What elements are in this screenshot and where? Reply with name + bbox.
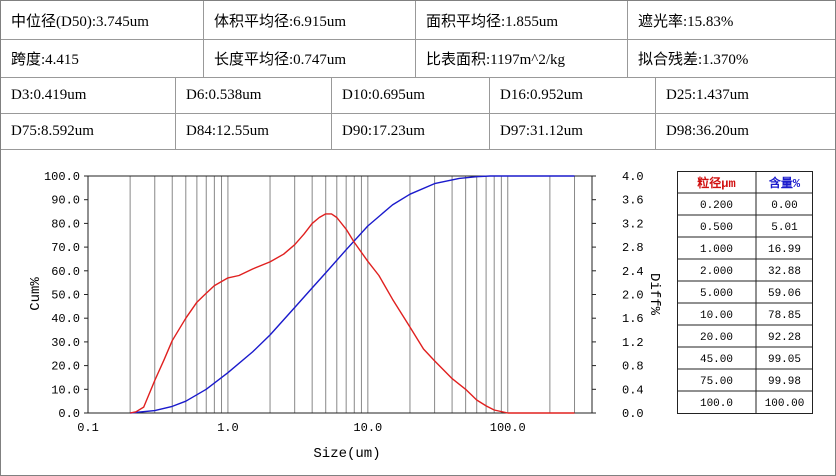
d97-cell: D97:31.12um	[489, 114, 655, 149]
span-cell: 跨度:4.415	[11, 52, 79, 68]
plot-frame	[87, 175, 593, 414]
summary-row-1: 中位径(D50):3.745um 体积平均径:6.915um 面积平均径:1.8…	[1, 1, 835, 40]
length-mean-cell: 长度平均径:0.747um	[203, 40, 415, 77]
y-tick-label: 90.0	[51, 194, 80, 208]
table-cell-size: 0.200	[700, 200, 733, 212]
table-cell-size: 2.000	[700, 266, 733, 278]
y-axis-title: Cum%	[28, 277, 44, 311]
table-cell-content: 16.99	[768, 244, 801, 256]
table-cell-content: 32.88	[768, 266, 801, 278]
y-tick-label: 30.0	[51, 336, 80, 350]
y2-tick-label: 1.6	[622, 312, 644, 326]
table-cell-size: 75.00	[700, 376, 733, 388]
y-tick-label: 80.0	[51, 217, 80, 231]
y2-tick-label: 2.4	[622, 265, 644, 279]
area-mean-cell: 面积平均径:1.855um	[415, 1, 627, 39]
y2-tick-label: 0.8	[622, 360, 644, 374]
y2-tick-label: 0.0	[622, 407, 644, 421]
table-cell-size: 0.500	[700, 222, 733, 234]
y2-tick-label: 4.0	[622, 170, 644, 184]
summary-row-2: 跨度:4.415 长度平均径:0.747um 比表面积:1197m^2/kg 拟…	[1, 40, 835, 78]
y-tick-label: 60.0	[51, 265, 80, 279]
d98-cell: D98:36.20um	[655, 114, 835, 149]
d90-cell: D90:17.23um	[331, 114, 489, 149]
table-cell-size: 20.00	[700, 332, 733, 344]
y2-tick-label: 1.2	[622, 336, 644, 350]
size-content-table: 粒径μm 含量% 0.200 0.00 0.500 5.01 1.000 16.99 2.000…	[677, 171, 813, 414]
series-layer	[129, 175, 575, 414]
y-tick-label: 40.0	[51, 312, 80, 326]
d84-cell: D84:12.55um	[175, 114, 331, 149]
table-cell-content: 92.28	[768, 332, 801, 344]
y-tick-label: 0.0	[58, 407, 80, 421]
tick-layer: 0.0 10.0 20.0 30.0 40.0 50.0 60.0 70.0 80.0 90.0 1…	[44, 170, 644, 435]
y2-tick-label: 0.4	[622, 383, 644, 397]
table-cell-size: 10.00	[700, 310, 733, 322]
d50-cell: 中位径(D50):3.745um	[11, 13, 149, 30]
table-cell-size: 5.000	[700, 288, 733, 300]
obscuration-cell: 遮光率:15.83%	[627, 1, 835, 39]
x-tick-label: 100.0	[490, 421, 526, 435]
table-cell-content: 59.06	[768, 288, 801, 300]
d6-cell: D6:0.538um	[175, 78, 331, 113]
differential-series-line	[129, 213, 575, 414]
table-cell-size: 1.000	[700, 244, 733, 256]
particle-size-chart: 0.0 10.0 20.0 30.0 40.0 50.0 60.0 70.0 80.0 90.0 1…	[28, 170, 662, 462]
residual-cell: 拟合残差:1.370%	[627, 40, 835, 77]
y2-tick-label: 2.0	[622, 289, 644, 303]
table-header-content: 含量%	[769, 175, 801, 191]
y-tick-label: 10.0	[51, 383, 80, 397]
grid-layer	[129, 176, 576, 413]
y2-tick-label: 3.6	[622, 194, 644, 208]
table-cell-content: 99.98	[768, 376, 801, 388]
y2-tick-label: 3.2	[622, 217, 644, 231]
y-tick-label: 70.0	[51, 241, 80, 255]
y-tick-label: 20.0	[51, 360, 80, 374]
table-cell-size: 100.0	[700, 398, 733, 410]
y2-tick-label: 2.8	[622, 241, 644, 255]
x-axis-title: Size(um)	[313, 446, 380, 462]
volume-mean-cell: 体积平均径:6.915um	[203, 1, 415, 39]
y-tick-label: 100.0	[44, 170, 80, 184]
table-cell-content: 100.00	[765, 398, 805, 410]
x-tick-label: 0.1	[77, 421, 99, 435]
d-values-row-2: D75:8.592um D84:12.55um D90:17.23um D97:…	[1, 114, 835, 150]
table-cell-content: 99.05	[768, 354, 801, 366]
y-tick-label: 50.0	[51, 289, 80, 303]
specific-surface-cell: 比表面积:1197m^2/kg	[415, 40, 627, 77]
d25-cell: D25:1.437um	[655, 78, 835, 113]
table-cell-content: 5.01	[771, 222, 798, 234]
y2-axis-title: Diff%	[646, 273, 662, 316]
d-values-row-1: D3:0.419um D6:0.538um D10:0.695um D16:0.…	[1, 78, 835, 114]
table-cell-size: 45.00	[700, 354, 733, 366]
d10-cell: D10:0.695um	[331, 78, 489, 113]
d75-cell: D75:8.592um	[11, 123, 94, 139]
cumulative-series-line	[130, 175, 575, 414]
x-tick-label: 10.0	[353, 421, 382, 435]
table-cell-content: 78.85	[768, 310, 801, 322]
d16-cell: D16:0.952um	[489, 78, 655, 113]
table-header-size: 粒径μm	[697, 175, 735, 191]
x-tick-label: 1.0	[217, 421, 239, 435]
table-cell-content: 0.00	[771, 200, 797, 212]
d3-cell: D3:0.419um	[11, 87, 87, 103]
